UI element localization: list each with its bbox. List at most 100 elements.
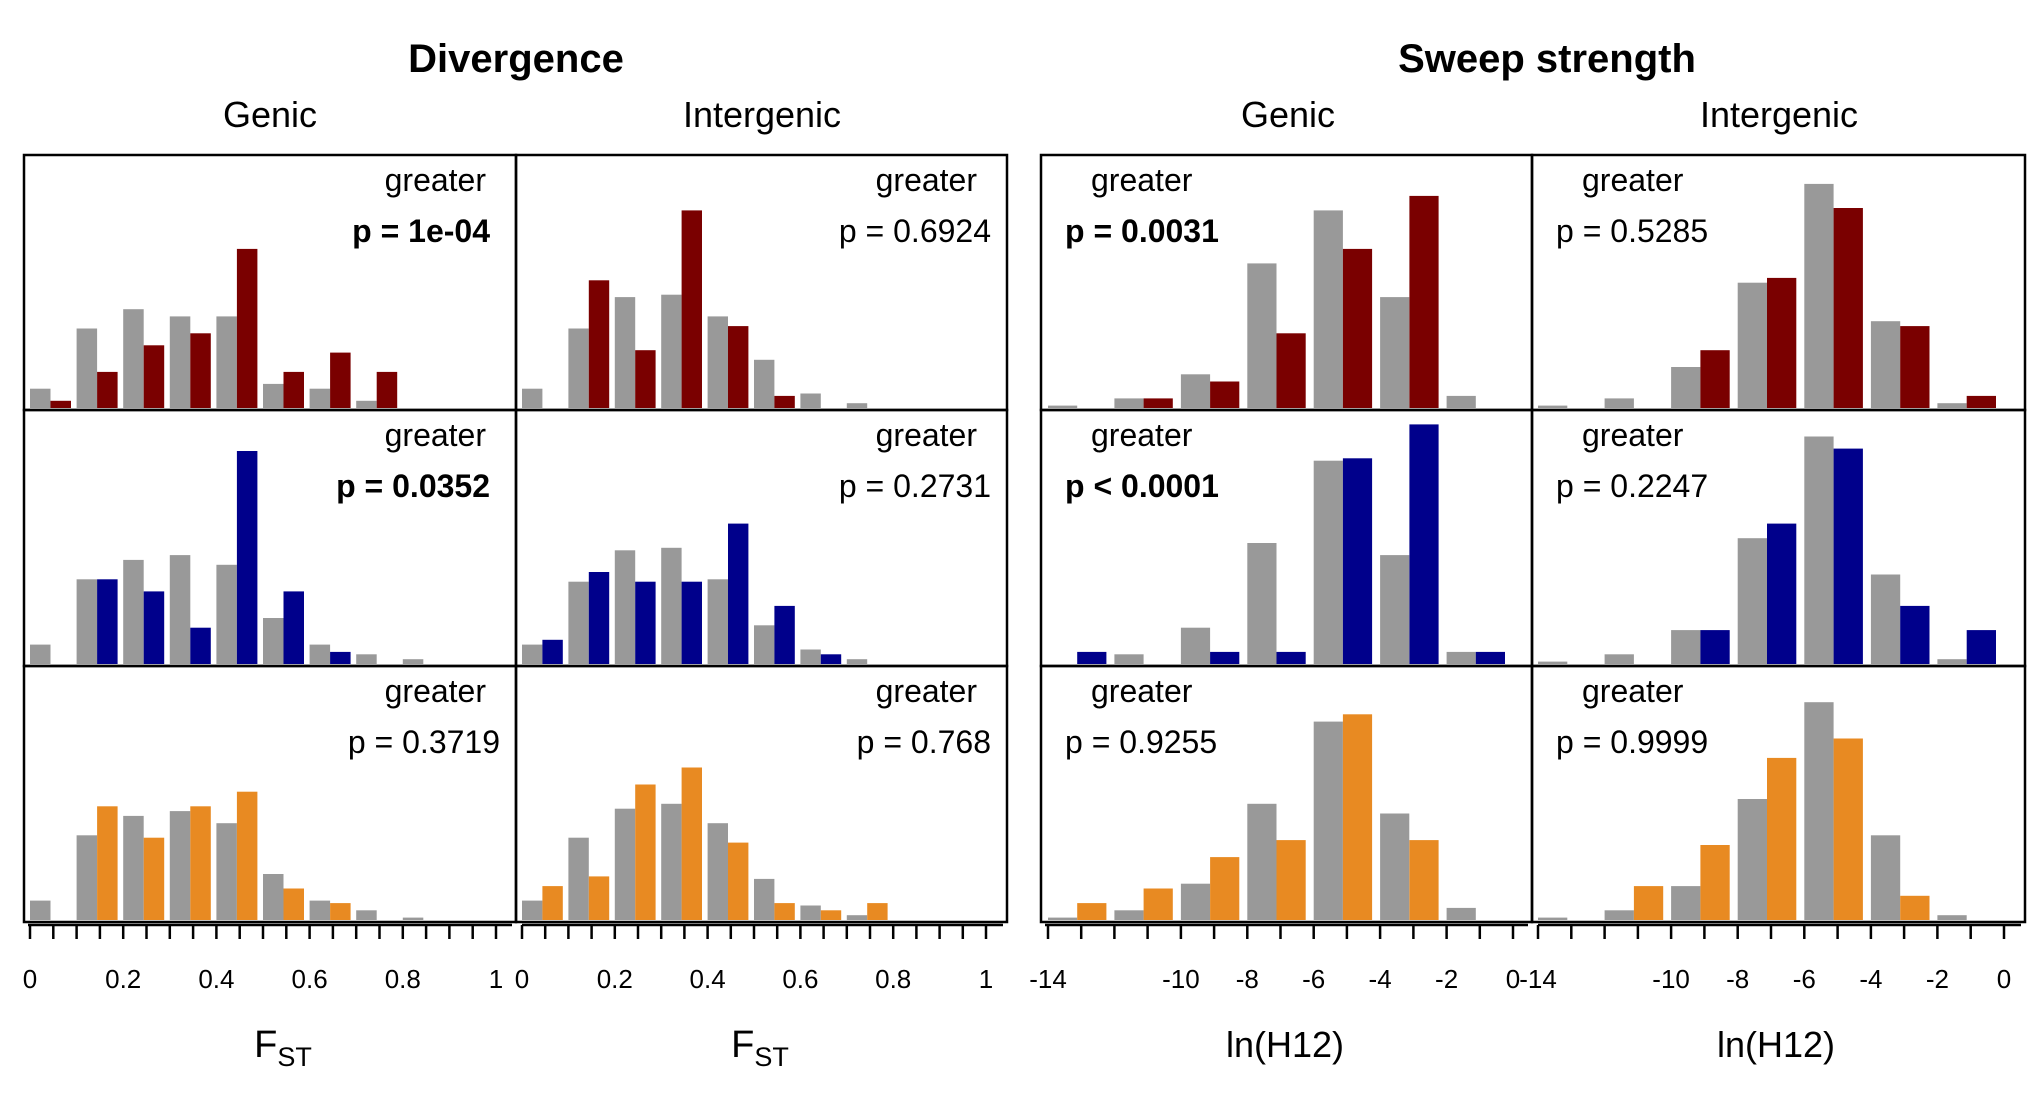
section-title-divergence: Divergence (408, 37, 624, 81)
x-axis-divergence-genic: 0 0.2 0.4 0.6 0.8 1 (23, 923, 512, 994)
observed-bar (1633, 886, 1664, 920)
null-bar (356, 910, 377, 920)
observed-bar (190, 333, 211, 408)
observed-bar (820, 910, 842, 920)
tick-label: -2 (1926, 964, 1949, 994)
tick-label: -4 (1859, 964, 1882, 994)
panel-divergence-intergenic-orange: greater p = 0.768 (514, 664, 1009, 924)
panel-sweep-genic-orange: greater p = 0.9255 (1039, 664, 1534, 924)
observed-bar (1210, 381, 1240, 408)
p-value-label: p = 0.5285 (1556, 213, 1708, 249)
null-bar (1380, 555, 1410, 664)
tick-label: -10 (1652, 964, 1690, 994)
null-bar (1180, 883, 1211, 920)
p-value-label: p = 0.768 (857, 724, 991, 760)
null-bar (263, 874, 284, 920)
null-bar (309, 644, 331, 664)
null-bar (754, 878, 775, 920)
null-bar (216, 316, 237, 408)
observed-bar (1409, 840, 1439, 920)
panel-sweep-genic-red: greater p = 0.0031 (1039, 153, 1534, 412)
test-label: greater (1091, 673, 1193, 709)
tick-label: -10 (1162, 964, 1200, 994)
panel-sweep-intergenic-blue: greater p = 0.2247 (1530, 408, 2027, 668)
null-bar (1247, 543, 1277, 664)
null-bar (1804, 702, 1834, 920)
observed-bar (283, 888, 304, 920)
p-value-label: p < 0.0001 (1065, 468, 1219, 504)
null-bar (263, 383, 284, 408)
column-title-divergence-intergenic: Intergenic (683, 94, 841, 135)
tick-label: -6 (1793, 964, 1816, 994)
observed-bar (1210, 857, 1240, 920)
observed-bar (143, 837, 165, 920)
null-bar (522, 900, 543, 920)
observed-bar (635, 350, 656, 408)
p-value-label: p = 0.0352 (336, 468, 490, 504)
null-bar (1804, 436, 1834, 664)
null-bar (1671, 886, 1701, 920)
observed-bar (1276, 840, 1306, 920)
observed-bar (1700, 845, 1730, 920)
p-value-label: p = 0.3719 (348, 724, 500, 760)
column-title-divergence-genic: Genic (223, 94, 317, 135)
observed-bar (681, 210, 702, 408)
tick-label: -8 (1236, 964, 1259, 994)
test-label: greater (1582, 673, 1684, 709)
x-axis-title-divergence-genic: FST (254, 1024, 312, 1072)
observed-bar (1077, 903, 1107, 920)
observed-bar (635, 581, 656, 664)
null-bar (1313, 460, 1343, 664)
observed-bar (1966, 395, 1996, 408)
null-bar (1247, 803, 1277, 920)
observed-bar (728, 842, 749, 920)
observed-bar (1900, 605, 1930, 664)
null-bar (1737, 799, 1767, 920)
null-bar (707, 823, 728, 920)
observed-bar (542, 886, 563, 920)
null-bar (1737, 538, 1767, 664)
tick-label: 0.4 (690, 964, 726, 994)
null-bar (661, 547, 682, 664)
null-bar (522, 644, 543, 664)
panel-frame (1530, 664, 2027, 924)
observed-bar (1833, 208, 1863, 408)
panel-divergence-intergenic-red: greater p = 0.6924 (514, 153, 1009, 412)
tick-label: 0.2 (597, 964, 633, 994)
observed-bar (376, 371, 398, 408)
panel-divergence-genic-blue: greater p = 0.0352 (22, 408, 518, 668)
null-bar (568, 581, 589, 664)
null-bar (1380, 813, 1410, 920)
x-axis-divergence-intergenic: 0 0.2 0.4 0.6 0.8 1 (515, 923, 1003, 994)
null-bar (169, 811, 191, 920)
panel-sweep-intergenic-red: greater p = 0.5285 (1530, 153, 2027, 412)
observed-bar (190, 627, 211, 664)
null-bar (402, 917, 424, 920)
null-bar (1538, 661, 1568, 664)
panel-divergence-intergenic-blue: greater p = 0.2731 (514, 408, 1009, 668)
observed-bar (50, 400, 71, 408)
observed-bar (588, 876, 610, 920)
null-bar (707, 316, 728, 408)
observed-bar (1900, 326, 1930, 408)
null-bar (263, 618, 284, 664)
observed-bar (1833, 738, 1863, 920)
tick-label: -2 (1435, 964, 1458, 994)
observed-bar (1767, 523, 1797, 664)
observed-bar (820, 654, 842, 664)
null-bar (1671, 367, 1701, 408)
x-axis-sweep-genic: -14 -10 -8 -6 -4 -2 0 (1029, 923, 1528, 994)
null-bar (707, 579, 728, 664)
observed-bar (143, 591, 165, 664)
null-bar (1446, 651, 1476, 664)
null-bar (1313, 210, 1343, 408)
test-label: greater (1582, 162, 1684, 198)
null-bar (356, 400, 377, 408)
null-bar (356, 654, 377, 664)
observed-bar (542, 639, 563, 664)
observed-bar (1409, 424, 1439, 664)
null-bar (1937, 659, 1967, 664)
null-bar (846, 659, 868, 664)
null-bar (1604, 654, 1634, 664)
